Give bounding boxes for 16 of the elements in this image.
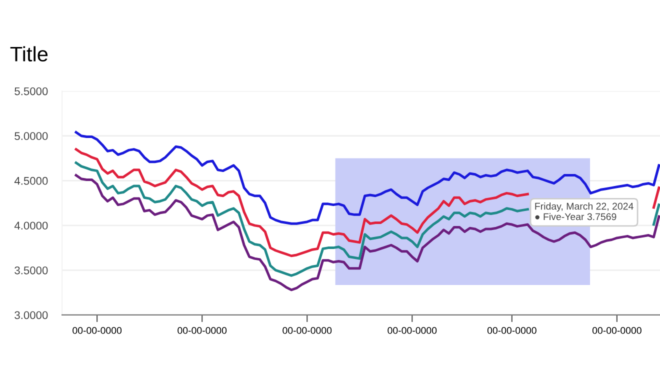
x-tick-label: 00-00-0000	[282, 327, 332, 334]
line-series	[74, 131, 660, 225]
x-tick-label: 00-00-0000	[487, 327, 536, 334]
y-tick-label: 5.5000	[14, 87, 48, 96]
y-tick-label: 3.5000	[14, 266, 48, 274]
y-tick-label: 4.0000	[14, 222, 48, 230]
annotation: Friday, March 22, 2024 ● Five-Year 3.7569	[535, 202, 634, 220]
x-tick-label: 00-00-0000	[72, 327, 122, 334]
x-tick-label: 00-00-0000	[592, 327, 642, 334]
y-tick-label: 4.5000	[14, 176, 48, 185]
x-tick-label: 00-00-0000	[178, 327, 227, 334]
y-tick-label: 3.0000	[14, 311, 48, 320]
y-tick-label: 5.0000	[14, 132, 48, 140]
chart-title: Title	[10, 46, 48, 62]
x-tick-label: 00-00-0000	[388, 327, 437, 334]
line-series	[74, 174, 660, 292]
